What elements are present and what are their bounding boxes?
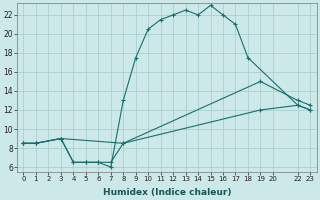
X-axis label: Humidex (Indice chaleur): Humidex (Indice chaleur) [103,188,231,197]
